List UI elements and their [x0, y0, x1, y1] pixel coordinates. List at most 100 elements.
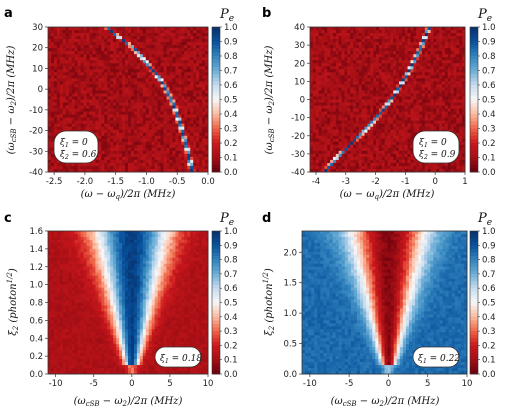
- heatmap-cell: [116, 51, 120, 55]
- heatmap-cell: [353, 129, 357, 134]
- colorbar-segment: [212, 143, 220, 148]
- heatmap-cell: [367, 93, 371, 97]
- heatmap-cell: [172, 78, 176, 82]
- heatmap-cell: [193, 168, 197, 173]
- heatmap-cell: [384, 75, 388, 79]
- heatmap-cell: [116, 135, 120, 140]
- heatmap-cell: [154, 27, 159, 31]
- heatmap-cell: [416, 78, 420, 82]
- heatmap-cell: [110, 114, 114, 119]
- heatmap-cell: [430, 114, 434, 119]
- heatmap-cell: [181, 72, 185, 76]
- heatmap-cell: [184, 93, 188, 97]
- heatmap-cell: [184, 126, 188, 131]
- heatmap-cell: [427, 84, 431, 88]
- heatmap-cell: [187, 45, 191, 49]
- heatmap-cell: [145, 69, 150, 73]
- heatmap-cell: [196, 153, 200, 158]
- heatmap-cell: [332, 51, 337, 55]
- heatmap-cell: [190, 159, 194, 164]
- heatmap-cell: [130, 66, 135, 70]
- heatmap-cell: [193, 78, 197, 82]
- heatmap-cell: [376, 60, 380, 64]
- heatmap-cell: [98, 66, 102, 70]
- heatmap-cell: [169, 156, 173, 161]
- heatmap-cell: [364, 84, 368, 88]
- heatmap-cell: [116, 168, 120, 173]
- heatmap-cell: [427, 51, 431, 55]
- heatmap-cell: [151, 30, 156, 34]
- heatmap-cell: [393, 30, 397, 34]
- heatmap-cell: [139, 153, 144, 158]
- heatmap-cell: [312, 114, 317, 119]
- heatmap-cell: [312, 33, 317, 37]
- heatmap-cell: [196, 33, 200, 37]
- heatmap-cell: [178, 57, 182, 61]
- heatmap-cell: [453, 66, 457, 70]
- heatmap-cell: [86, 102, 90, 106]
- heatmap-cell: [387, 57, 391, 61]
- heatmap-cell: [113, 111, 117, 115]
- heatmap-cell: [364, 90, 368, 94]
- heatmap-cell: [184, 75, 188, 79]
- heatmap-cell: [130, 150, 135, 155]
- heatmap-cell: [80, 117, 84, 122]
- colorbar-tick-label: 0.5: [224, 96, 238, 106]
- heatmap-cell: [160, 135, 164, 140]
- heatmap-cell: [398, 36, 403, 40]
- heatmap-cell: [407, 87, 411, 91]
- heatmap-cell: [398, 90, 403, 94]
- heatmap-cell: [358, 153, 363, 158]
- heatmap-cell: [50, 57, 55, 61]
- heatmap-cell: [196, 144, 200, 149]
- panel-letter-a: a: [4, 6, 13, 21]
- heatmap-cell: [335, 48, 340, 52]
- heatmap-cell: [53, 48, 58, 52]
- heatmap-cell: [178, 33, 182, 37]
- heatmap-cell: [175, 123, 179, 128]
- heatmap-cell: [142, 60, 147, 64]
- heatmap-cell: [92, 108, 96, 112]
- heatmap-cell: [330, 57, 334, 61]
- heatmap-cell: [113, 135, 117, 140]
- heatmap-cell: [95, 90, 99, 94]
- heatmap-cell: [157, 51, 161, 55]
- heatmap-cell: [330, 126, 334, 131]
- heatmap-cell: [163, 45, 167, 49]
- heatmap-cell: [324, 150, 328, 155]
- heatmap-cell: [190, 114, 194, 119]
- heatmap-cell: [62, 87, 67, 91]
- heatmap-cell: [59, 93, 64, 97]
- heatmap-cell: [427, 30, 431, 34]
- heatmap-cell: [350, 120, 354, 125]
- heatmap-cell: [154, 90, 159, 94]
- heatmap-cell: [205, 138, 209, 143]
- heatmap-cell: [404, 99, 408, 103]
- heatmap-cell: [71, 36, 76, 40]
- heatmap-cell: [419, 72, 423, 76]
- heatmap-cell: [381, 105, 386, 109]
- heatmap-cell: [163, 132, 167, 137]
- heatmap-cell: [398, 150, 403, 155]
- heatmap-cell: [190, 84, 194, 88]
- heatmap-cell: [370, 27, 374, 31]
- heatmap-cell: [193, 63, 197, 67]
- heatmap-cell: [350, 66, 354, 70]
- heatmap-cell: [436, 81, 440, 85]
- heatmap-cell: [113, 54, 117, 58]
- heatmap-cell: [353, 66, 357, 70]
- heatmap-cell: [332, 45, 337, 49]
- heatmap-cell: [119, 51, 123, 55]
- heatmap-cell: [324, 33, 328, 37]
- heatmap-cell: [327, 81, 331, 85]
- heatmap-cell: [178, 168, 182, 173]
- heatmap-cell: [315, 105, 320, 109]
- heatmap-cell: [190, 147, 194, 152]
- heatmap-cell: [459, 63, 463, 67]
- heatmap-cell: [318, 75, 322, 79]
- heatmap-cell: [421, 123, 426, 128]
- heatmap-cell: [353, 138, 357, 143]
- heatmap-cell: [450, 105, 454, 109]
- heatmap-cell: [324, 63, 328, 67]
- heatmap-cell: [335, 111, 340, 115]
